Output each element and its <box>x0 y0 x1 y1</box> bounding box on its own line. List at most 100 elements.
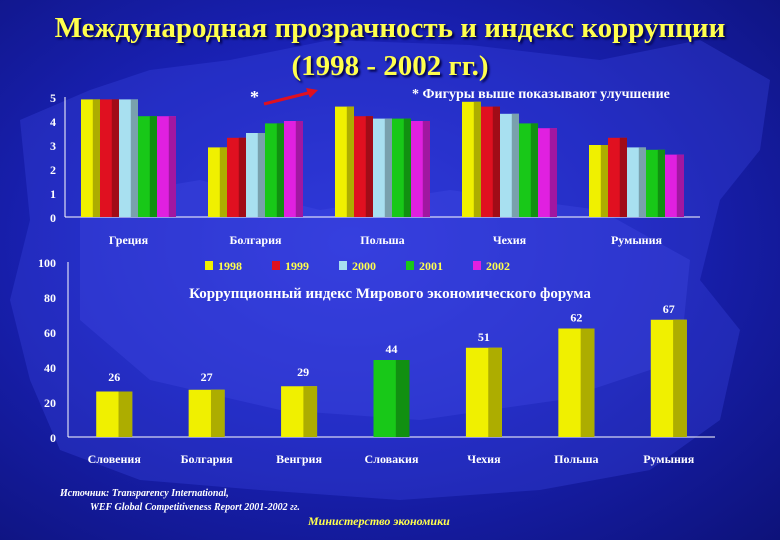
category-label: Польша <box>360 233 404 247</box>
bar-Греция-2002 <box>157 116 176 217</box>
bar-Румыния <box>650 319 687 437</box>
bar-Чехия-2000 <box>500 113 519 217</box>
legend-swatch <box>406 261 414 270</box>
bar-Румыния-2001-shade <box>657 149 665 217</box>
data-label: 62 <box>570 311 582 325</box>
bar-Греция-1999 <box>100 99 119 217</box>
bar-Польша-1999-shade <box>365 116 373 217</box>
data-label: 44 <box>386 342 398 356</box>
bar-Чехия-2002 <box>538 128 557 217</box>
bar-Польша-2001 <box>392 118 411 217</box>
legend-swatch <box>205 261 213 270</box>
title-line-1: Международная прозрачность и индекс корр… <box>54 12 726 44</box>
bar-Болгария-2001-shade <box>276 123 284 217</box>
bar-Болгария-shade <box>210 389 225 437</box>
bar-Чехия-1998-shade <box>473 101 481 217</box>
bar-Румыния-1999-shade <box>619 137 627 217</box>
legend-swatch <box>473 261 481 270</box>
improvement-note: * Фигуры выше показывают улучшение <box>412 87 670 102</box>
bar-Словакия-shade <box>395 360 410 437</box>
legend-swatch <box>339 261 347 270</box>
bar-Болгария <box>188 389 225 437</box>
y-tick-label: 40 <box>44 361 56 375</box>
legend-label: 2000 <box>352 259 376 273</box>
y-tick-label: 0 <box>50 431 56 445</box>
bar-Польша-1998 <box>335 106 354 217</box>
bar-Румыния-1998 <box>589 145 608 217</box>
category-label: Чехия <box>467 452 501 466</box>
y-tick-label: 100 <box>38 256 56 270</box>
chart-title: Коррупционный индекс Мирового экономичес… <box>189 286 591 302</box>
data-label: 29 <box>297 365 309 379</box>
bar-Болгария-2001 <box>265 123 284 217</box>
category-label: Болгария <box>181 452 234 466</box>
bar-Болгария-2002-shade <box>295 121 303 217</box>
bar-Болгария-1998 <box>208 147 227 217</box>
bar-Чехия-shade <box>488 347 502 437</box>
bar-Чехия-2001 <box>519 123 538 217</box>
bar-Греция-2001-shade <box>149 116 157 217</box>
source-line-2: WEF Global Competitiveness Report 2001-2… <box>90 502 300 513</box>
legend-label: 1998 <box>218 259 242 273</box>
arrow-icon <box>263 88 318 106</box>
bar-Словакия <box>373 360 410 437</box>
bar-Болгария-2002 <box>284 121 303 217</box>
bar-Польша-1999 <box>354 116 373 217</box>
bar-Болгария-1998-shade <box>219 147 227 217</box>
bar-Румыния-2002-shade <box>676 154 684 217</box>
bar-Чехия <box>465 347 502 437</box>
legend-label: 2002 <box>486 259 510 273</box>
bar-Польша-1998-shade <box>346 106 354 217</box>
bar-Польша-shade <box>580 328 595 437</box>
bar-Болгария-2000-shade <box>257 133 265 217</box>
bar-Греция-1998-shade <box>92 99 100 217</box>
legend-swatch <box>272 261 280 270</box>
source-text: Источник: Transparency International, WE… <box>60 487 300 515</box>
bar-Румыния-1999 <box>608 137 627 217</box>
data-label: 27 <box>201 370 213 384</box>
category-label: Болгария <box>229 233 282 247</box>
y-tick-label: 1 <box>50 187 56 201</box>
ti-index-chart: 0 1 2 3 4 5 Греция Болгария Польша Чехия Румыния 19… <box>50 99 684 273</box>
bar-Греция-1999-shade <box>111 99 119 217</box>
bar-Польша-2002 <box>411 121 430 217</box>
bar-Чехия-2001-shade <box>530 123 538 217</box>
bar-Венгрия-shade <box>303 386 318 437</box>
bar-Румыния-shade <box>673 319 687 437</box>
y-tick-label: 3 <box>50 139 56 153</box>
y-tick-label: 4 <box>50 115 56 129</box>
bar-Польша-2000 <box>373 118 392 217</box>
bar-Чехия-2000-shade <box>511 113 519 217</box>
bar-Румыния-2000 <box>627 147 646 217</box>
bar-Чехия-1998 <box>462 101 481 217</box>
note-star: * <box>250 87 259 107</box>
bar-Словения <box>96 391 133 437</box>
y-tick-label: 2 <box>50 163 56 177</box>
category-label: Греция <box>109 233 149 247</box>
y-tick-label: 80 <box>44 291 56 305</box>
wef-index-chart: 0 20 40 60 80 100 Коррупционный индекс Мировог… <box>38 256 695 466</box>
bar-Польша-2000-shade <box>384 118 392 217</box>
category-label: Словакия <box>365 452 419 466</box>
category-label: Польша <box>554 452 598 466</box>
bar-Румыния-2002 <box>665 154 684 217</box>
data-label: 26 <box>108 370 120 384</box>
title-line-2: (1998 - 2002 гг.) <box>291 50 489 82</box>
category-label: Словения <box>88 452 142 466</box>
y-tick-label: 0 <box>50 211 56 225</box>
bar-Чехия-1999 <box>481 106 500 217</box>
y-tick-label: 60 <box>44 326 56 340</box>
bar-Болгария-1999-shade <box>238 137 246 217</box>
bar-Словения-shade <box>118 391 133 437</box>
bar-Греция-2001 <box>138 116 157 217</box>
category-label: Венгрия <box>276 452 322 466</box>
bar-Польша-2001-shade <box>403 118 411 217</box>
data-label: 51 <box>478 330 490 344</box>
bar-Польша-2002-shade <box>422 121 430 217</box>
data-label: 67 <box>663 302 675 316</box>
category-label: Румыния <box>643 452 695 466</box>
bar-Греция-1998 <box>81 99 100 217</box>
bar-Греция-2000 <box>119 99 138 217</box>
bar-Польша <box>558 328 595 437</box>
legend-label: 2001 <box>419 259 443 273</box>
